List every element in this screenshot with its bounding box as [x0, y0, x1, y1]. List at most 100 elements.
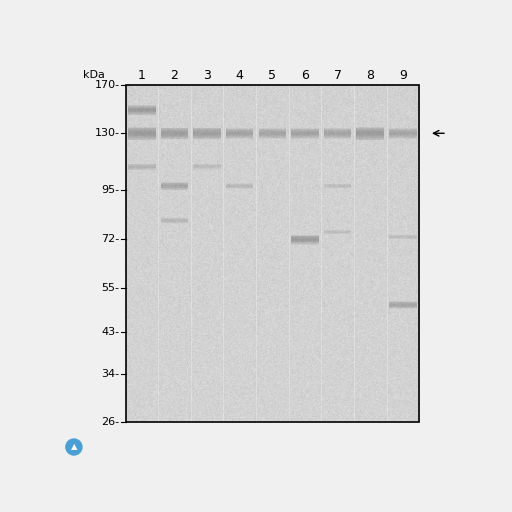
Text: 95-: 95- [101, 185, 120, 195]
Bar [324, 131, 351, 132]
Bar [356, 128, 384, 130]
Bar [194, 135, 221, 136]
Bar [128, 135, 156, 136]
Bar [194, 138, 221, 139]
Bar [161, 138, 188, 139]
Text: 6: 6 [301, 69, 309, 82]
Bar [161, 134, 188, 136]
Bar [389, 235, 417, 236]
Bar [389, 306, 417, 307]
Bar [194, 167, 221, 168]
Bar [356, 138, 384, 140]
Bar [259, 132, 286, 133]
Bar [389, 237, 417, 238]
Text: 5: 5 [268, 69, 276, 82]
Bar [226, 131, 253, 132]
Bar [226, 136, 253, 137]
Bar [389, 135, 417, 136]
Bar [356, 131, 384, 132]
Bar [161, 129, 188, 130]
Bar [194, 164, 221, 165]
Bar [356, 130, 384, 132]
Bar [194, 127, 221, 129]
Bar [259, 136, 286, 137]
Bar [161, 129, 188, 130]
Bar [324, 134, 351, 135]
Bar [226, 133, 253, 134]
Bar [226, 184, 253, 185]
Bar [161, 136, 188, 137]
Bar [226, 132, 253, 133]
Bar [226, 186, 253, 187]
Bar [291, 131, 318, 132]
Bar [161, 137, 188, 138]
Bar [389, 238, 417, 239]
Bar [324, 233, 351, 234]
Bar [389, 302, 417, 303]
Bar [161, 138, 188, 139]
Bar [226, 184, 253, 185]
Bar [128, 108, 156, 109]
Bar [291, 137, 318, 138]
Bar [128, 167, 156, 168]
Text: 2: 2 [170, 69, 178, 82]
Bar [389, 130, 417, 131]
Bar [291, 134, 318, 135]
Bar [161, 183, 188, 184]
Bar [161, 186, 188, 187]
Bar [161, 133, 188, 134]
Bar [128, 165, 156, 166]
Bar [356, 136, 384, 137]
Bar [324, 187, 351, 188]
Bar [194, 138, 221, 139]
Bar [161, 130, 188, 131]
Bar [128, 109, 156, 110]
Bar [259, 128, 286, 129]
Bar [128, 163, 156, 164]
Bar [259, 129, 286, 130]
Bar [226, 130, 253, 131]
Bar [356, 132, 384, 133]
Bar [389, 304, 417, 305]
Bar [194, 134, 221, 135]
Bar [128, 110, 156, 112]
Bar [324, 186, 351, 187]
Bar [324, 133, 351, 134]
Bar [356, 135, 384, 136]
Bar [194, 132, 221, 133]
Bar [259, 133, 286, 134]
Bar [291, 135, 318, 136]
Bar [161, 134, 188, 135]
Bar [324, 138, 351, 139]
Bar [194, 167, 221, 168]
Bar [259, 137, 286, 138]
Bar [291, 242, 318, 243]
Bar [128, 168, 156, 169]
Bar [128, 166, 156, 167]
Bar [128, 132, 156, 133]
Bar [128, 112, 156, 114]
Bar [389, 137, 417, 138]
Bar [389, 307, 417, 308]
Bar [291, 137, 318, 138]
Bar [128, 130, 156, 132]
Bar [291, 239, 318, 241]
Bar [356, 132, 384, 133]
Bar [324, 130, 351, 131]
Bar [324, 132, 351, 133]
Bar [324, 232, 351, 233]
Bar [128, 114, 156, 115]
Bar [389, 129, 417, 130]
Bar [194, 137, 221, 138]
Bar [259, 130, 286, 131]
Bar [389, 136, 417, 137]
Bar [324, 186, 351, 187]
Bar [161, 189, 188, 190]
Bar [161, 131, 188, 132]
Bar [161, 186, 188, 188]
Bar [291, 238, 318, 239]
Bar [161, 188, 188, 189]
Text: 72-: 72- [101, 234, 120, 244]
Bar [194, 129, 221, 130]
Bar [161, 188, 188, 189]
